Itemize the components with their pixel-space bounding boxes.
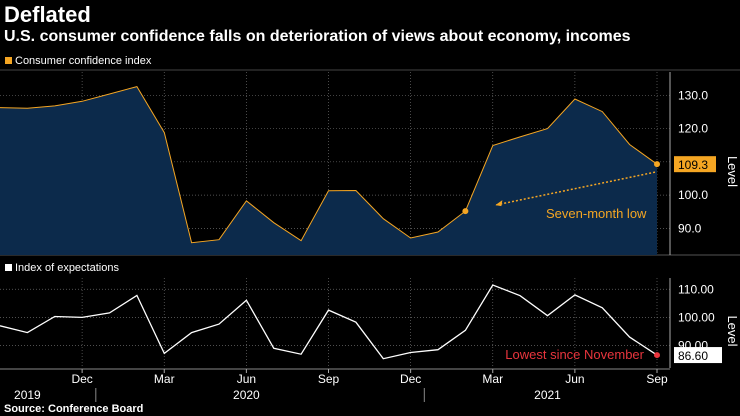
top-y-tick-label: 100.0 (678, 188, 708, 202)
top-y-axis-title: Level (725, 156, 740, 187)
expectations-last-point-marker (654, 352, 660, 359)
x-month-label: Jun (565, 372, 584, 386)
bottom-y-tick-label: 100.00 (678, 310, 715, 324)
chart-subtitle: U.S. consumer confidence falls on deteri… (4, 28, 631, 45)
seven-month-low-marker (462, 208, 469, 215)
x-year-label: 2021 (534, 388, 561, 402)
x-year-label: 2019 (14, 388, 41, 402)
confidence-legend-swatch (5, 57, 12, 64)
top-y-tick-label: 130.0 (678, 88, 708, 102)
x-month-label: Jun (237, 372, 256, 386)
annotation-arrow-head (495, 200, 503, 207)
bottom-y-tick-label: 110.00 (678, 282, 714, 296)
source-note: Source: Conference Board (4, 403, 144, 415)
seven-month-low-annotation: Seven-month low (546, 206, 647, 221)
confidence-area-fill (0, 86, 657, 255)
x-month-label: Sep (318, 372, 340, 386)
x-month-label: Mar (482, 372, 503, 386)
lowest-since-november-annotation: Lowest since November (505, 347, 644, 362)
confidence-last-point-marker (654, 161, 660, 168)
expectations-last-value-box (674, 347, 722, 364)
expectations-legend-label: Index of expectations (15, 262, 119, 274)
expectations-legend-swatch (5, 264, 12, 271)
top-y-tick-label: 90.0 (678, 221, 702, 235)
x-month-label: Dec (71, 372, 92, 386)
top-y-tick-label: 120.0 (678, 122, 708, 136)
confidence-last-value-box (674, 156, 716, 173)
x-month-label: Mar (154, 372, 175, 386)
x-month-label: Sep (646, 372, 668, 386)
x-month-label: Dec (400, 372, 421, 386)
confidence-legend-label: Consumer confidence index (15, 55, 152, 67)
expectations-series-line (0, 284, 658, 360)
annotation-arrow-line (495, 171, 656, 206)
chart-title: Deflated (4, 2, 91, 27)
bottom-y-axis-title: Level (725, 315, 740, 346)
confidence-series-line (0, 86, 658, 244)
x-year-label: 2020 (233, 388, 260, 402)
expectations-last-value-label: 86.60 (678, 349, 708, 363)
confidence-last-value-label: 109.3 (678, 158, 708, 172)
